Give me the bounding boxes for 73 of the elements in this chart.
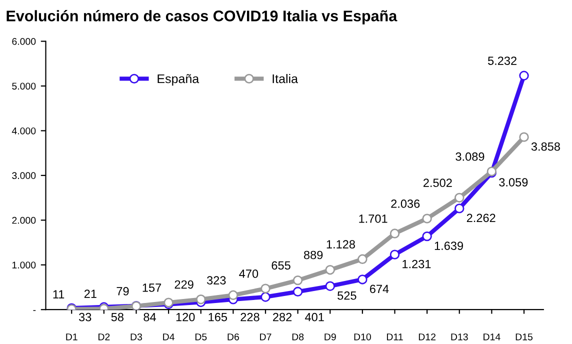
data-label: 21: [84, 290, 96, 298]
x-tick-label: D9: [324, 333, 336, 340]
y-tick-label: -: [33, 310, 36, 311]
data-label: 58: [111, 312, 124, 322]
x-tick-label: D2: [98, 333, 110, 340]
data-label: 3.089: [456, 152, 484, 161]
chart-title: Evolución número de casos COVID19 Italia vs España: [6, 10, 398, 24]
data-label: 2.502: [423, 178, 452, 188]
x-tick-label: D1: [66, 334, 78, 340]
x-tick-label: D14: [484, 334, 500, 340]
data-label: 33: [79, 312, 92, 322]
data-label: 79: [116, 287, 129, 296]
data-label: 470: [239, 270, 258, 278]
x-tick-label: D10: [354, 333, 371, 340]
x-tick-label: D12: [418, 333, 436, 340]
data-label: 229: [174, 280, 194, 289]
x-tick-label: D6: [228, 333, 239, 340]
data-label: 3.059: [499, 178, 528, 186]
x-tick-label: D7: [260, 334, 272, 340]
data-label: 674: [370, 284, 389, 294]
x-tick-label: D15: [516, 334, 533, 340]
x-tick-label: D8: [292, 333, 304, 340]
data-label: 165: [208, 312, 228, 322]
x-tick-label: D5: [195, 334, 207, 340]
point: [422, 231, 432, 242]
point: [390, 228, 400, 238]
data-label: 120: [176, 312, 195, 322]
data-label: 1.231: [402, 260, 431, 268]
data-label: 525: [338, 291, 356, 300]
data-label: 3.858: [531, 142, 560, 151]
data-label: 323: [206, 276, 226, 284]
data-label: 889: [304, 250, 323, 260]
data-label: 11: [53, 290, 64, 298]
point: [519, 132, 529, 142]
data-label: 1.701: [359, 214, 388, 223]
data-label: 282: [273, 312, 292, 322]
y-tick-label: 2.000: [12, 216, 36, 224]
legend-label: Italia: [272, 74, 298, 84]
point: [325, 264, 335, 275]
data-label: 401: [305, 312, 324, 322]
y-tick-label: 5.000: [12, 82, 36, 90]
point: [228, 290, 238, 300]
y-tick-label: 3.000: [12, 172, 36, 180]
point: [454, 204, 464, 214]
x-tick-label: D13: [451, 333, 468, 340]
y-tick-label: 6.000: [12, 38, 36, 45]
x-tick-label: D11: [386, 334, 403, 340]
data-label: 655: [272, 261, 290, 270]
x-tick-label: D4: [163, 334, 174, 340]
legend-label: España: [158, 74, 200, 86]
point: [325, 281, 335, 291]
point: [422, 214, 432, 224]
data-label: 157: [142, 284, 162, 292]
point: [454, 192, 464, 203]
point: [292, 275, 303, 286]
point: [358, 254, 368, 264]
point: [260, 292, 270, 302]
data-label: 1.639: [434, 242, 463, 250]
point: [260, 284, 270, 294]
data-label: 84: [144, 312, 156, 322]
data-label: 1.128: [326, 240, 355, 248]
data-label: 2.036: [391, 200, 420, 208]
point: [292, 286, 303, 297]
point: [358, 274, 368, 284]
point: [390, 250, 400, 260]
y-tick-label: 1.000: [12, 262, 36, 268]
y-tick-label: 4.000: [12, 127, 36, 134]
data-label: 5.232: [488, 56, 516, 65]
data-label: 228: [240, 312, 260, 322]
point: [519, 70, 529, 80]
point: [196, 294, 206, 304]
x-tick-label: D3: [130, 333, 142, 340]
data-label: 2.262: [466, 214, 496, 222]
